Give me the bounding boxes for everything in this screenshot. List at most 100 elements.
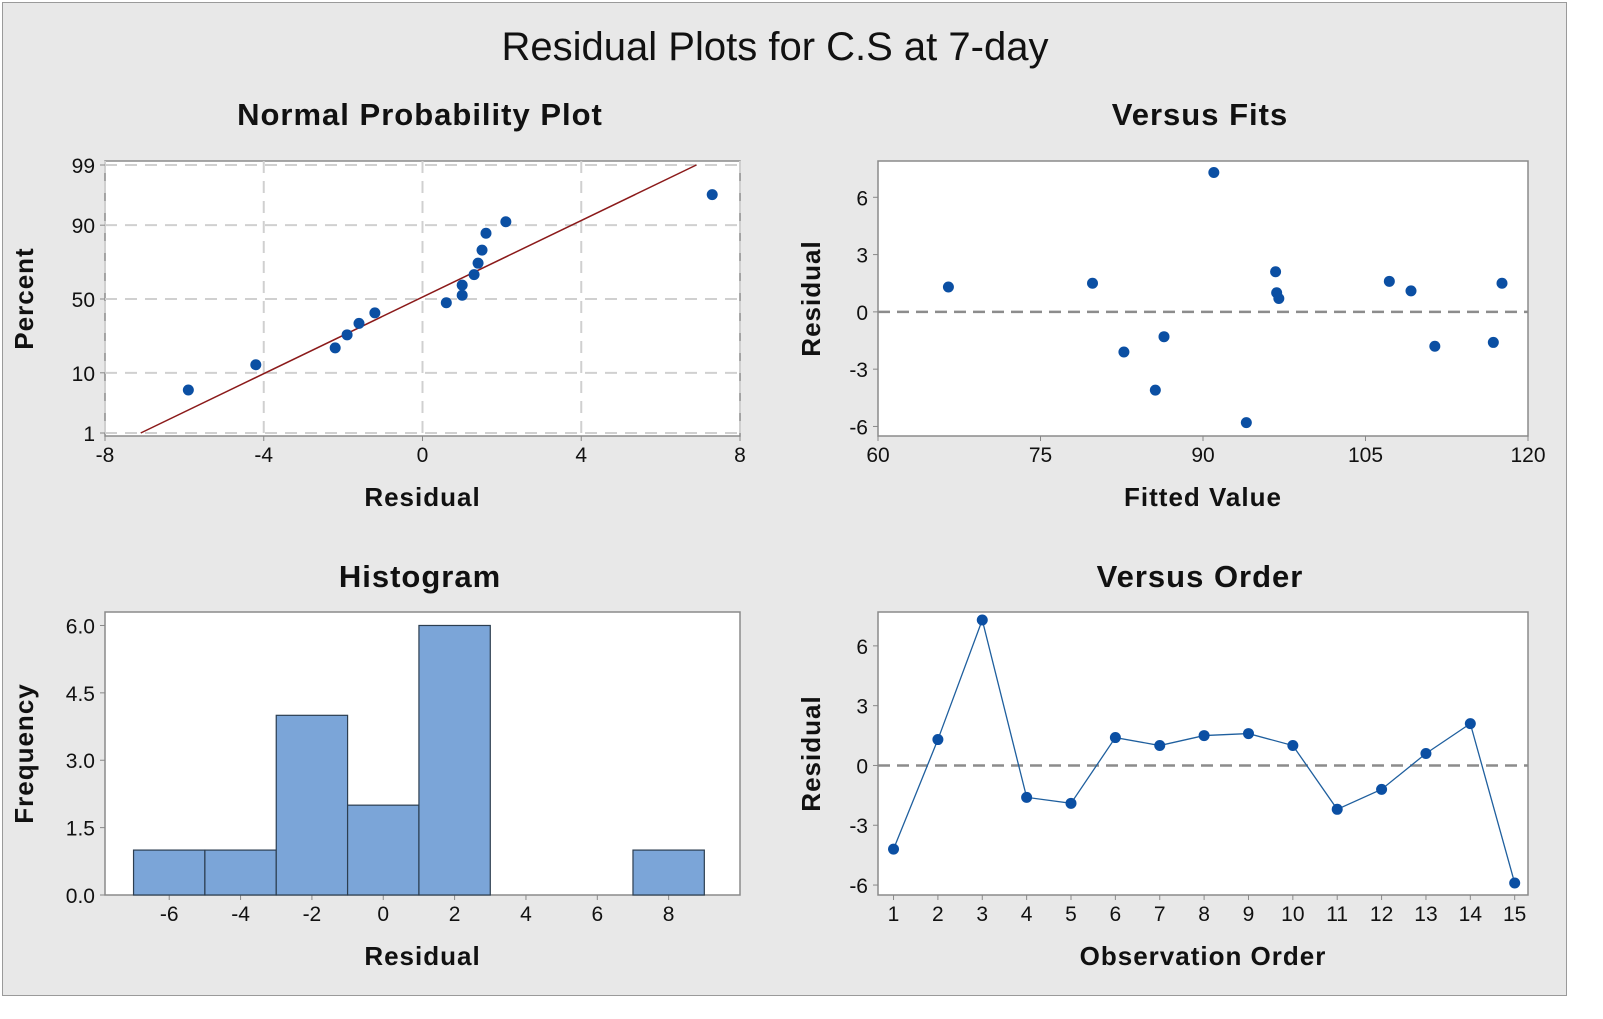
x-tick-label: -4 xyxy=(254,444,273,467)
x-tick-label: 4 xyxy=(1021,903,1033,926)
data-point xyxy=(942,281,954,293)
x-tick-label: 105 xyxy=(1348,444,1383,467)
y-tick-label: 0 xyxy=(856,302,868,325)
y-tick-label: 90 xyxy=(72,215,95,238)
data-point xyxy=(1420,748,1432,759)
plot-area xyxy=(877,611,1529,896)
y-tick-label: 6 xyxy=(856,187,868,210)
data-point xyxy=(1509,877,1521,889)
data-point xyxy=(456,289,468,301)
data-point xyxy=(1429,340,1441,352)
y-tick-label: 0.0 xyxy=(66,885,95,908)
x-tick-label: 8 xyxy=(1198,903,1210,926)
data-point xyxy=(500,216,512,228)
panel-title: Normal Probability Plot xyxy=(237,97,603,132)
x-tick-label: 2 xyxy=(932,903,944,926)
y-tick-label: 4.5 xyxy=(66,683,95,706)
data-point xyxy=(1208,166,1220,178)
data-point xyxy=(888,843,900,855)
y-tick-label: 3 xyxy=(856,245,868,268)
data-point xyxy=(329,342,341,354)
data-point xyxy=(468,269,480,281)
histogram-bar xyxy=(275,714,349,896)
data-point xyxy=(440,297,452,309)
x-tick-label: -8 xyxy=(96,444,115,467)
y-tick-label: -3 xyxy=(849,815,868,838)
y-tick-label: 3 xyxy=(856,696,868,719)
y-tick-label: 10 xyxy=(72,363,95,386)
y-tick-label: 6.0 xyxy=(66,615,95,638)
versus-fits-plot: Versus Fits 60 75 90 105 120 -6 -3 0 3 6 Fitted Val… xyxy=(796,97,1546,512)
data-point xyxy=(1109,732,1121,744)
x-tick-label: 7 xyxy=(1154,903,1166,926)
x-tick-label: 8 xyxy=(734,444,746,467)
data-point xyxy=(1464,718,1476,730)
panel-title: Versus Fits xyxy=(1112,97,1288,132)
y-tick-label: 0 xyxy=(856,755,868,778)
histogram-bar xyxy=(204,849,277,896)
x-tick-label: 12 xyxy=(1370,903,1393,926)
x-tick-label: 4 xyxy=(575,444,587,467)
data-point xyxy=(1065,797,1077,809)
data-point xyxy=(1149,384,1161,396)
fit-line xyxy=(140,164,697,434)
y-axis-label: Percent xyxy=(9,247,39,349)
x-axis-label: Residual xyxy=(364,482,480,512)
y-tick-label: 1 xyxy=(83,423,95,446)
data-point xyxy=(1154,740,1166,752)
y-tick-label: -3 xyxy=(849,359,868,382)
x-tick-label: -4 xyxy=(231,903,250,926)
x-tick-label: 120 xyxy=(1510,444,1545,467)
x-tick-label: 75 xyxy=(1029,444,1052,467)
y-axis-label: Residual xyxy=(796,240,826,356)
data-point xyxy=(1487,336,1499,348)
x-tick-label: 0 xyxy=(417,444,429,467)
data-point xyxy=(1240,417,1252,429)
data-point xyxy=(476,244,488,256)
y-tick-label: -6 xyxy=(849,875,868,898)
data-point xyxy=(1242,728,1254,740)
histogram-bar xyxy=(418,624,491,896)
data-point xyxy=(182,384,194,396)
data-point xyxy=(456,279,468,291)
x-axis-label: Residual xyxy=(364,941,480,971)
y-tick-label: -6 xyxy=(849,416,868,439)
x-tick-label: 14 xyxy=(1459,903,1483,926)
x-tick-label: 6 xyxy=(1110,903,1122,926)
x-axis-label: Observation Order xyxy=(1080,941,1327,971)
data-point xyxy=(1087,277,1098,289)
x-axis-label: Fitted Value xyxy=(1124,482,1282,512)
x-tick-label: 8 xyxy=(663,903,675,926)
x-tick-label: 0 xyxy=(377,903,389,926)
data-point xyxy=(1198,730,1210,742)
x-tick-label: 11 xyxy=(1326,903,1348,926)
x-tick-label: 10 xyxy=(1281,903,1304,926)
histogram-bar xyxy=(132,849,206,896)
x-tick-label: 13 xyxy=(1414,903,1437,926)
data-point xyxy=(1118,346,1130,358)
x-tick-label: 5 xyxy=(1065,903,1077,926)
data-point xyxy=(932,734,944,746)
data-point xyxy=(250,359,262,371)
data-point xyxy=(1021,791,1033,803)
panel-title: Histogram xyxy=(339,559,501,594)
x-tick-label: 2 xyxy=(449,903,461,926)
x-tick-label: 9 xyxy=(1243,903,1255,926)
x-tick-label: 15 xyxy=(1503,903,1526,926)
x-tick-label: 90 xyxy=(1191,444,1214,467)
histogram-bar xyxy=(346,804,420,896)
data-point xyxy=(353,317,365,329)
data-point xyxy=(369,307,381,319)
histogram-bar xyxy=(632,849,705,896)
x-tick-label: -6 xyxy=(160,903,179,926)
data-point xyxy=(1331,803,1343,815)
y-tick-label: 6 xyxy=(856,636,868,659)
y-axis-label: Frequency xyxy=(9,683,39,824)
main-title: Residual Plots for C.S at 7-day xyxy=(502,25,1049,69)
data-point xyxy=(1273,293,1285,304)
data-point xyxy=(1158,331,1170,343)
y-tick-label: 3.0 xyxy=(66,750,95,773)
y-tick-label: 99 xyxy=(72,155,95,178)
